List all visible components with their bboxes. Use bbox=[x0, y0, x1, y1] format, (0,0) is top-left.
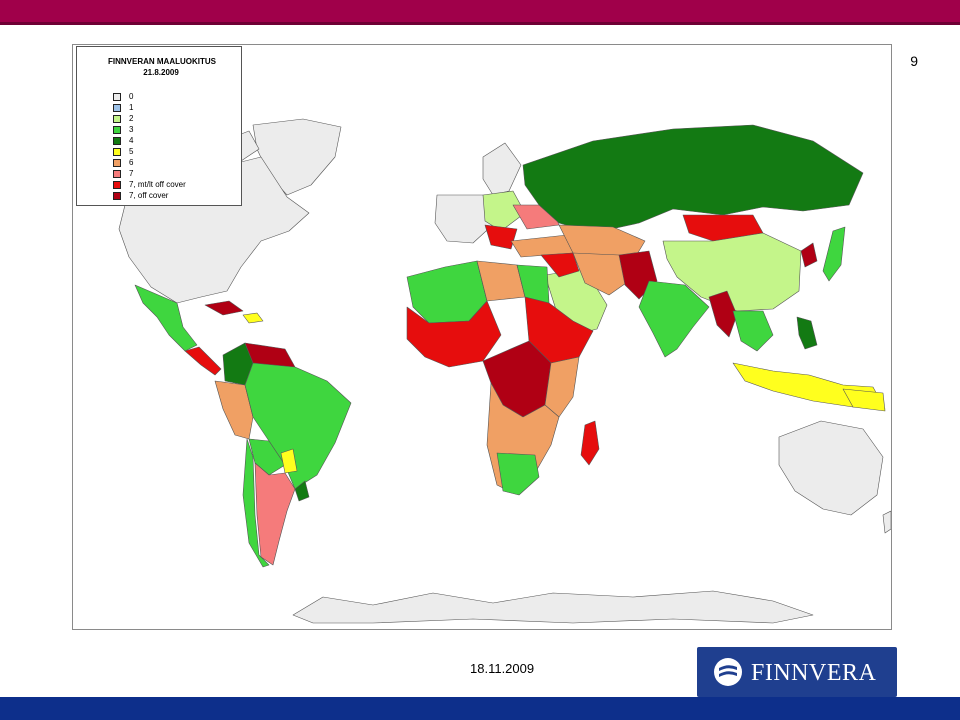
legend-item: 7, off cover bbox=[113, 190, 186, 201]
region-china bbox=[662, 232, 802, 312]
region-australia bbox=[778, 420, 884, 516]
region-east-africa bbox=[544, 356, 580, 418]
region-southeast-asia bbox=[732, 310, 774, 352]
region-uruguay bbox=[294, 480, 310, 502]
legend-swatch bbox=[113, 136, 121, 145]
legend-label: 6 bbox=[129, 158, 134, 167]
legend-swatch bbox=[113, 125, 121, 134]
region-central-america bbox=[184, 346, 222, 376]
legend-swatch bbox=[113, 92, 121, 101]
region-india bbox=[638, 280, 710, 358]
region-caribbean bbox=[242, 312, 264, 324]
bottom-accent-bar bbox=[0, 697, 960, 720]
legend-title: FINNVERAN MAALUOKITUS bbox=[108, 57, 216, 66]
region-scandinavia bbox=[482, 142, 522, 196]
legend-label: 7, off cover bbox=[129, 191, 169, 200]
region-bolivia bbox=[248, 438, 286, 476]
legend-swatch bbox=[113, 180, 121, 189]
region-papua bbox=[842, 388, 886, 412]
logo-text: FINNVERA bbox=[751, 660, 877, 686]
legend-label: 1 bbox=[129, 103, 134, 112]
legend-swatch bbox=[113, 103, 121, 112]
region-madagascar bbox=[580, 420, 600, 466]
world-map-svg bbox=[118, 118, 891, 624]
legend-label: 5 bbox=[129, 147, 134, 156]
region-antarctica bbox=[292, 590, 814, 624]
legend-label: 0 bbox=[129, 92, 134, 101]
region-eastern-europe bbox=[482, 190, 526, 232]
region-balkans bbox=[484, 224, 518, 250]
region-japan bbox=[822, 226, 846, 282]
region-north-korea bbox=[800, 242, 818, 268]
legend-label: 4 bbox=[129, 136, 134, 145]
region-north-africa-west bbox=[406, 260, 488, 324]
top-accent-bar bbox=[0, 0, 960, 22]
legend-item: 5 bbox=[113, 146, 186, 157]
map-legend: FINNVERAN MAALUOKITUS 21.8.2009 0 1 2 3 … bbox=[76, 46, 242, 206]
region-cuba bbox=[204, 300, 244, 316]
legend-label: 7, mt/lt off cover bbox=[129, 180, 186, 189]
top-accent-line bbox=[0, 22, 960, 25]
region-new-zealand bbox=[882, 510, 891, 534]
finnvera-logo-icon bbox=[714, 658, 742, 686]
region-philippines bbox=[796, 316, 818, 350]
legend-date: 21.8.2009 bbox=[143, 68, 179, 77]
legend-item: 7 bbox=[113, 168, 186, 179]
world-map bbox=[72, 44, 892, 630]
region-west-africa bbox=[406, 300, 502, 368]
legend-item: 1 bbox=[113, 102, 186, 113]
region-iraq bbox=[540, 252, 580, 278]
legend-swatch bbox=[113, 147, 121, 156]
page-number: 9 bbox=[910, 53, 918, 69]
legend-items: 0 1 2 3 4 5 6 7 7, mt/lt off cover 7, of… bbox=[113, 91, 186, 201]
legend-item: 3 bbox=[113, 124, 186, 135]
legend-item: 6 bbox=[113, 157, 186, 168]
finnvera-logo: FINNVERA bbox=[697, 647, 897, 697]
region-argentina bbox=[254, 462, 296, 566]
legend-item: 0 bbox=[113, 91, 186, 102]
legend-swatch bbox=[113, 114, 121, 123]
region-paraguay bbox=[280, 448, 298, 474]
legend-swatch bbox=[113, 191, 121, 200]
region-russia bbox=[522, 124, 864, 234]
legend-item: 4 bbox=[113, 135, 186, 146]
legend-swatch bbox=[113, 169, 121, 178]
legend-item: 7, mt/lt off cover bbox=[113, 179, 186, 190]
region-brazil bbox=[244, 362, 352, 490]
legend-label: 3 bbox=[129, 125, 134, 134]
legend-item: 2 bbox=[113, 113, 186, 124]
region-myanmar bbox=[708, 290, 738, 338]
legend-swatch bbox=[113, 158, 121, 167]
region-iran bbox=[572, 252, 630, 296]
footer-date: 18.11.2009 bbox=[470, 661, 535, 676]
region-chile bbox=[242, 438, 270, 568]
legend-label: 7 bbox=[129, 169, 134, 178]
legend-label: 2 bbox=[129, 114, 134, 123]
region-south-africa bbox=[496, 452, 540, 496]
